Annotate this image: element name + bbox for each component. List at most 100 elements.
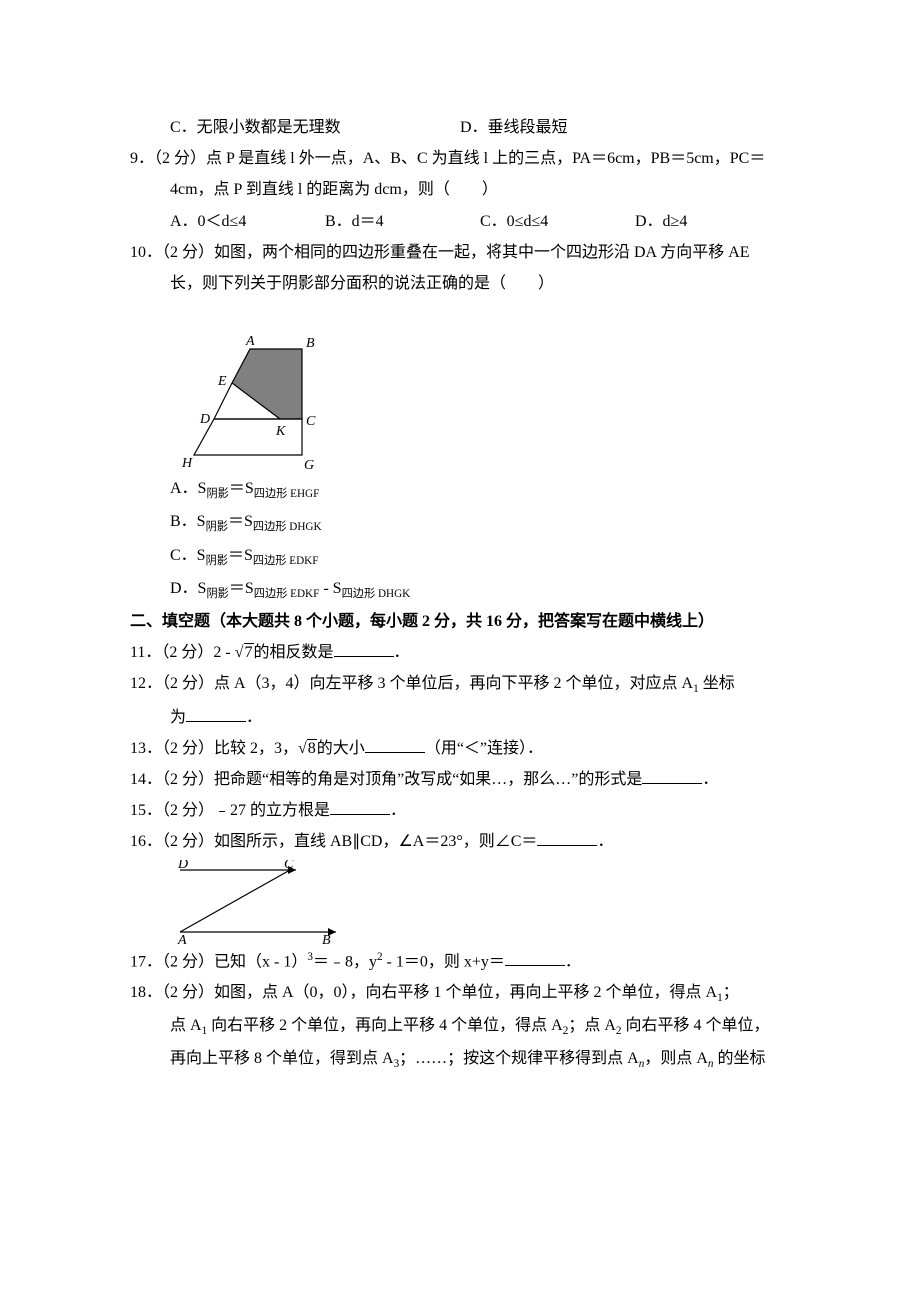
q16-figure: D C A B [160, 860, 790, 944]
page-content: C．无限小数都是无理数 D．垂线段最短 9．（2 分）点 P 是直线 l 外一点… [0, 0, 920, 1139]
q16-end: ． [597, 833, 613, 850]
q11-sqrt: √7 [235, 639, 254, 666]
q17-end: ． [565, 953, 581, 970]
svg-text:K: K [275, 424, 286, 439]
q14: 14．（2 分）把命题“相等的角是对顶角”改写成“如果…，那么…”的形式是 ． [130, 766, 790, 793]
q18-line1: 18．（2 分）如图，点 A（0，0），向右平移 1 个单位，再向上平移 2 个… [130, 979, 790, 1008]
sqrt-sym-icon-2: √ [298, 740, 307, 757]
q15-blank [330, 798, 390, 816]
q11-pre: 11．（2 分）2 - [130, 644, 235, 661]
q12-l1a: 12．（2 分）点 A（3，4）向左平移 3 个单位后，再向下平移 2 个单位，… [130, 675, 693, 692]
q11-blank [334, 640, 394, 658]
q18-line2: 点 A1 向右平移 2 个单位，再向上平移 4 个单位，得点 A2；点 A2 向… [130, 1012, 790, 1041]
svg-text:C: C [284, 860, 294, 872]
q10-c-sub2: 四边形 EDKF [253, 555, 319, 567]
q15-pre: 15．（2 分）﹣27 的立方根是 [130, 802, 330, 819]
q18-l1b: ； [723, 984, 739, 1001]
q10-c-pre: C．S [170, 547, 206, 564]
section-ii-title: 二、填空题（本大题共 8 个小题，每小题 2 分，共 16 分，把答案写在题中横… [130, 608, 790, 635]
q8-opt-c: C．无限小数都是无理数 [170, 114, 460, 141]
q10-a-pre: A．S [170, 480, 206, 497]
sqrt-sym-icon: √ [235, 644, 244, 661]
q10-stem-2: 长，则下列关于阴影部分面积的说法正确的是（ ） [130, 270, 790, 297]
q10-a-sub2: 四边形 EHGF [254, 488, 320, 500]
svg-text:A: A [177, 933, 187, 944]
q18-l1a: 18．（2 分）如图，点 A（0，0），向右平移 1 个单位，再向上平移 2 个… [130, 984, 717, 1001]
svg-text:A: A [245, 334, 255, 349]
q10-d-dash: - S [319, 580, 341, 597]
q18-l2a: 点 A [170, 1017, 202, 1034]
q18-l2c: ；点 A [568, 1017, 616, 1034]
q17-mid1: ＝﹣8，y [313, 953, 377, 970]
q17: 17．（2 分）已知（x - 1）3＝﹣8，y2 - 1＝0，则 x+y＝． [130, 948, 790, 976]
q16-svg: D C A B [160, 860, 360, 944]
q13-mid: 的大小 [317, 740, 365, 757]
q10-b-mid: ＝S [228, 513, 253, 530]
q13-pre: 13．（2 分）比较 2，3， [130, 740, 298, 757]
q12-blank [186, 704, 246, 722]
q16: 16．（2 分）如图所示，直线 AB∥CD，∠A＝23°，则∠C＝ ． [130, 828, 790, 855]
q11-end: ． [394, 644, 410, 661]
q13-sqrt: √8 [298, 735, 317, 762]
q16-pre: 16．（2 分）如图所示，直线 AB∥CD，∠A＝23°，则∠C＝ [130, 833, 537, 850]
q18-l3d: 的坐标 [713, 1050, 765, 1067]
q13-post: （用“＜”连接）． [425, 740, 543, 757]
q10-d-sub2b: 四边形 DHGK [342, 588, 411, 600]
q9-opt-d: D．d≥4 [635, 208, 790, 235]
q18-l3b: ；……；按这个规律平移得到点 A [399, 1050, 639, 1067]
q12-line1: 12．（2 分）点 A（3，4）向左平移 3 个单位后，再向下平移 2 个单位，… [130, 670, 790, 699]
q9-options-row: A．0＜d≤4 B．d＝4 C．0≤d≤4 D．d≥4 [170, 208, 790, 235]
q18-line3: 再向上平移 8 个单位，得到点 A3；……；按这个规律平移得到点 An，则点 A… [130, 1045, 790, 1074]
q12-end: ． [246, 709, 262, 726]
q8-opt-d: D．垂线段最短 [460, 114, 750, 141]
q15-end: ． [390, 802, 406, 819]
q9-stem-1: 9．（2 分）点 P 是直线 l 外一点，A、B、C 为直线 l 上的三点，PA… [130, 145, 790, 172]
q11-post: 的相反数是 [254, 644, 334, 661]
svg-text:D: D [177, 860, 188, 872]
q10-svg: ABCDEGHK [180, 301, 350, 471]
svg-text:B: B [322, 933, 331, 944]
svg-text:G: G [304, 458, 314, 471]
q18-l3c: ，则点 A [644, 1050, 708, 1067]
q10-d-sub1: 阴影 [206, 588, 228, 600]
q8-options-row: C．无限小数都是无理数 D．垂线段最短 [170, 114, 790, 141]
svg-text:H: H [181, 456, 193, 471]
svg-text:C: C [306, 414, 316, 429]
q10-opt-d: D．S阴影＝S四边形 EDKF - S四边形 DHGK [130, 575, 790, 604]
q10-d-sub2a: 四边形 EDKF [254, 588, 320, 600]
q9-opt-a: A．0＜d≤4 [170, 208, 325, 235]
q14-pre: 14．（2 分）把命题“相等的角是对顶角”改写成“如果…，那么…”的形式是 [130, 771, 642, 788]
q10-opt-b: B．S阴影＝S四边形 DHGK [130, 508, 790, 537]
q11-radicand: 7 [244, 643, 254, 661]
q18-l2d: 向右平移 4 个单位， [621, 1017, 769, 1034]
q9-stem-text-1: 9．（2 分）点 P 是直线 l 外一点，A、B、C 为直线 l 上的三点，PA… [130, 150, 765, 167]
q10-d-pre: D．S [170, 580, 206, 597]
q12-l2: 为 [170, 709, 186, 726]
q10-c-sub1: 阴影 [206, 555, 228, 567]
q10-figure: ABCDEGHK [180, 301, 790, 471]
q10-b-sub1: 阴影 [206, 522, 228, 534]
q10-d-mid: ＝S [229, 580, 254, 597]
q9-opt-c: C．0≤d≤4 [480, 208, 635, 235]
q12-line2: 为． [130, 704, 790, 731]
svg-text:D: D [199, 412, 210, 427]
q15: 15．（2 分）﹣27 的立方根是 ． [130, 797, 790, 824]
q10-c-mid: ＝S [228, 547, 253, 564]
q13-radicand: 8 [307, 739, 317, 757]
svg-text:B: B [306, 336, 315, 351]
q16-blank [537, 829, 597, 847]
q14-blank [642, 766, 702, 784]
q10-b-pre: B．S [170, 513, 206, 530]
q13: 13．（2 分）比较 2，3，√8的大小 （用“＜”连接）． [130, 735, 790, 762]
q14-end: ． [702, 771, 718, 788]
q17-pre: 17．（2 分）已知（x - 1） [130, 953, 307, 970]
q18-l2b: 向右平移 2 个单位，再向上平移 4 个单位，得点 A [207, 1017, 563, 1034]
q17-mid2: - 1＝0，则 x+y＝ [383, 953, 505, 970]
q11: 11．（2 分）2 - √7的相反数是 ． [130, 639, 790, 666]
q12-l1b: 坐标 [699, 675, 735, 692]
q10-opt-c: C．S阴影＝S四边形 EDKF [130, 542, 790, 571]
q10-a-mid: ＝S [229, 480, 254, 497]
q9-stem-2: 4cm，点 P 到直线 l 的距离为 dcm，则（ ） [130, 176, 790, 203]
q18-l3a: 再向上平移 8 个单位，得到点 A [170, 1050, 394, 1067]
q10-stem-1: 10．（2 分）如图，两个相同的四边形重叠在一起，将其中一个四边形沿 DA 方向… [130, 239, 790, 266]
